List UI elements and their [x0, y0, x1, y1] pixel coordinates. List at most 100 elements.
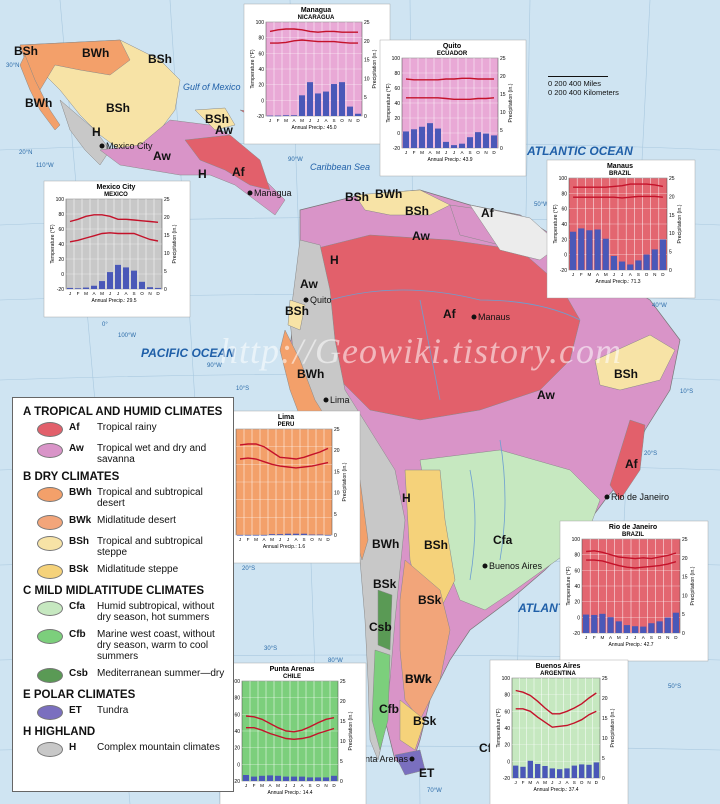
precip-bar: [275, 775, 281, 781]
city-dot: [471, 314, 477, 320]
x-tick: J: [572, 272, 574, 277]
y2-tick: 25: [364, 20, 370, 26]
precip-bar: [107, 272, 113, 289]
x-tick: M: [100, 291, 104, 296]
city-dot: [482, 563, 488, 569]
x-tick: A: [536, 780, 540, 785]
city-dot: [247, 190, 253, 196]
region-code-bsk: BSk: [418, 593, 442, 607]
precip-bar: [277, 534, 283, 535]
climograph-title: Managua: [301, 7, 331, 14]
temp-min-line: [586, 559, 677, 569]
precip-bar: [267, 775, 273, 781]
precip-bar: [331, 775, 337, 781]
y2-tick: 15: [500, 92, 506, 98]
y-axis-label: Temperature (°F): [496, 708, 502, 748]
precip-bar: [557, 769, 563, 778]
precip-bar: [411, 129, 417, 148]
y-axis-label: Temperature (°F): [50, 224, 56, 264]
legend-code: Csb: [69, 668, 88, 679]
temp-max-line: [586, 550, 677, 560]
y-tick: 40: [58, 242, 64, 248]
legend-swatch: [37, 536, 63, 551]
precip-bar: [632, 626, 639, 633]
y2-tick: 5: [334, 512, 337, 518]
legend-code: BWh: [69, 487, 92, 498]
precip-bar: [283, 776, 289, 781]
region-code-cfa: Cfa: [493, 533, 513, 547]
x-tick: J: [285, 783, 287, 788]
precip-bar: [307, 777, 313, 781]
precip-bar: [570, 231, 577, 270]
legend-desc: Tropical rainy: [97, 422, 157, 433]
region-code-bsh: BSh: [285, 304, 309, 318]
precip-bar: [323, 777, 329, 781]
y-tick: 60: [394, 86, 400, 92]
y2-tick: 0: [340, 779, 343, 785]
temp-min-line: [270, 39, 358, 44]
x-tick: J: [245, 783, 247, 788]
y2-tick: 15: [164, 233, 170, 239]
region-code-h: H: [92, 125, 101, 139]
x-tick: M: [300, 118, 304, 123]
climograph-title: Lima: [278, 414, 294, 421]
y2-axis-label: Precipitation (in.): [677, 204, 683, 243]
precip-bar: [123, 267, 129, 289]
climograph-title: Quito: [443, 43, 461, 50]
temp-max-line: [269, 28, 358, 33]
precip-bar: [285, 533, 291, 535]
y-tick: 60: [258, 51, 264, 57]
x-tick: J: [613, 272, 615, 277]
y2-axis-label: Precipitation (in.): [372, 49, 378, 88]
y-tick: 80: [574, 553, 580, 559]
ecuador-bsh: [287, 299, 306, 331]
y2-tick: 0: [669, 268, 672, 274]
temp-min-line: [239, 457, 329, 469]
y-tick: 0: [261, 98, 264, 104]
x-tick: J: [293, 783, 295, 788]
y2-tick: 25: [334, 427, 340, 433]
precip-bar: [243, 775, 249, 781]
x-tick: D: [326, 537, 330, 542]
coord-label: 10°S: [680, 389, 693, 395]
y-tick: 100: [392, 56, 401, 62]
north-land: [19, 39, 321, 216]
y2-axis-label: Precipitation (in.): [610, 708, 616, 747]
y-tick: 60: [234, 712, 240, 718]
climograph-subtitle: PERU: [278, 422, 295, 428]
precip-bar: [475, 132, 481, 148]
legend-desc: Humid subtropical, without dry season, h…: [97, 601, 215, 623]
x-tick: J: [626, 635, 628, 640]
legend-item-cfa: Cfa Humid subtropical, without dry season…: [37, 601, 225, 623]
precip-bar: [67, 287, 73, 289]
y2-tick: 25: [164, 197, 170, 203]
y2-tick: 25: [340, 679, 346, 685]
legend-group-c: C MILD MIDLATITUDE CLIMATES: [23, 585, 204, 597]
y-axis-label: Temperature (°F): [250, 49, 256, 89]
x-tick: J: [279, 537, 281, 542]
y-tick: 80: [58, 212, 64, 218]
y2-tick: 15: [602, 716, 608, 722]
temp-max-line: [245, 715, 335, 733]
city-dot: [323, 397, 329, 403]
x-tick: J: [559, 780, 561, 785]
x-tick: D: [595, 780, 599, 785]
precip-bar: [659, 239, 666, 270]
precip-bar: [261, 535, 267, 536]
y2-axis-label: Precipitation (in.): [508, 83, 514, 122]
y-tick: -20: [393, 146, 400, 152]
x-tick: N: [318, 537, 321, 542]
city-dot: [99, 143, 105, 149]
precip-bar: [299, 776, 305, 781]
x-tick: A: [565, 780, 569, 785]
x-tick: A: [124, 291, 128, 296]
y-tick: 20: [58, 257, 64, 263]
y-tick: 0: [61, 272, 64, 278]
temp-min-line: [246, 727, 335, 741]
climograph-caption: Annual Precip.: 43.9: [427, 157, 472, 163]
precip-bar: [317, 534, 323, 536]
temp-min-line: [515, 708, 597, 728]
